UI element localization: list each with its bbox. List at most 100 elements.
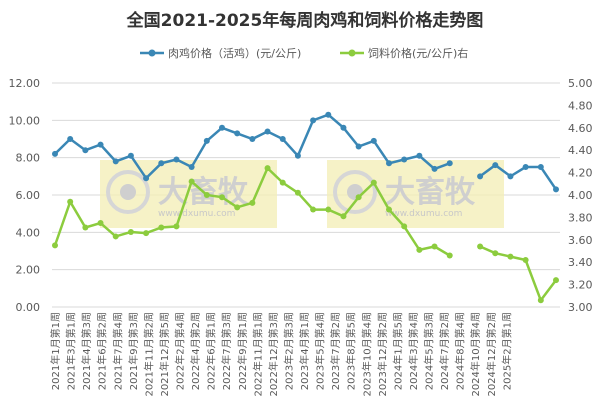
x-tick-label: 2024年3月第4周 [407, 312, 420, 390]
x-tick-label: 2022年9月第1周 [236, 312, 249, 390]
y-right-tick-label: 4.00 [568, 189, 593, 202]
data-point [112, 233, 119, 240]
x-tick-label: 2022年12月第3周 [267, 312, 280, 397]
data-point [416, 152, 423, 159]
y-right-tick-label: 3.60 [568, 234, 593, 247]
data-point [537, 164, 544, 170]
data-point [355, 143, 362, 150]
x-tick-label: 2021年3月第1周 [65, 312, 78, 390]
x-tick-label: 2024年10月第4周 [469, 312, 482, 397]
data-point [173, 156, 180, 163]
data-point [97, 141, 104, 148]
data-point [446, 252, 453, 259]
x-tick-label: 2024年7月第2周 [438, 312, 451, 390]
x-tick-label: 2021年7月第4周 [111, 312, 124, 390]
data-point [431, 243, 438, 250]
data-point [249, 199, 256, 206]
svg-text:www.dxumu.com: www.dxumu.com [385, 209, 462, 219]
y-right-tick-label: 3.80 [568, 211, 593, 224]
x-axis: 2021年1月第1周 2021年3月第1周 2021年4月第3周 2021年6月第2周… [49, 312, 513, 397]
y-left-tick-label: 10.00 [9, 114, 41, 127]
data-point [340, 124, 347, 131]
data-point [355, 194, 362, 201]
y-axis-right: 3.00 3.20 3.40 3.60 3.80 4.00 4.20 4.40 4.60 4.80… [568, 77, 593, 314]
data-point [67, 198, 74, 205]
data-point [325, 111, 332, 118]
legend-item: 肉鸡价格（活鸡）(元/公斤) [140, 46, 301, 60]
x-tick-label: 2023年8月第5周 [345, 312, 358, 390]
x-tick-label: 2021年6月第2周 [96, 312, 109, 390]
data-point [188, 164, 195, 170]
x-tick-label: 2021年4月第3周 [80, 312, 93, 390]
data-point [340, 213, 347, 220]
data-point [416, 246, 423, 253]
data-point [446, 160, 453, 167]
x-tick-label: 2021年1月第1周 [49, 312, 62, 390]
y-right-tick-label: 4.20 [568, 167, 593, 180]
data-point [203, 192, 210, 198]
series-feed-price [52, 165, 559, 304]
data-point [234, 204, 241, 211]
data-point [492, 250, 499, 257]
x-tick-label: 2021年11月第2周 [142, 312, 155, 397]
x-tick-label: 2023年2月第3周 [282, 312, 295, 390]
data-point [401, 156, 408, 163]
x-tick-label: 2021年12月第5周 [158, 312, 171, 397]
y-left-tick-label: 6.00 [16, 189, 41, 202]
data-point [553, 277, 559, 284]
data-point [82, 147, 89, 154]
data-point [431, 165, 438, 172]
x-tick-label: 2025年2月第1周 [500, 312, 513, 390]
data-point [507, 253, 514, 260]
y-right-tick-label: 3.40 [568, 256, 593, 269]
data-point [477, 243, 484, 250]
x-tick-label: 2024年8月第4周 [454, 312, 467, 390]
svg-text:www.dxumu.com: www.dxumu.com [158, 209, 235, 219]
data-point [219, 124, 225, 131]
data-point [82, 224, 89, 231]
data-point [370, 179, 377, 186]
data-point [188, 178, 195, 185]
data-point [158, 160, 165, 167]
data-point [219, 194, 225, 201]
data-point [264, 128, 271, 135]
y-left-tick-label: 4.00 [16, 226, 41, 239]
y-left-tick-label: 0.00 [16, 301, 41, 314]
data-point [325, 206, 332, 213]
series-broiler-price [52, 111, 559, 193]
data-point [294, 189, 301, 196]
data-point [401, 223, 408, 230]
x-tick-label: 2022年4月第2周 [189, 312, 202, 390]
data-point [67, 136, 74, 142]
data-point [386, 206, 392, 213]
y-right-tick-label: 4.60 [568, 122, 593, 135]
data-point [386, 160, 392, 167]
y-axis-left: 0.00 2.00 4.00 6.00 8.00 10.00 12.00 [9, 77, 41, 314]
data-point [537, 297, 544, 304]
series [52, 111, 559, 304]
data-point [507, 173, 514, 180]
y-right-tick-label: 3.20 [568, 279, 593, 292]
x-tick-label: 2021年9月第3周 [127, 312, 140, 390]
data-point [112, 158, 119, 165]
data-point [279, 179, 286, 186]
data-point [234, 130, 241, 137]
data-point [143, 230, 150, 237]
y-right-tick-label: 5.00 [568, 77, 593, 90]
legend-label: 饲料价格(元/公斤)右 [368, 46, 468, 60]
data-point [127, 228, 134, 235]
data-point [52, 150, 58, 157]
data-point [522, 164, 529, 170]
svg-text:大畜牧: 大畜牧 [385, 175, 476, 210]
data-point [477, 173, 484, 180]
data-point [52, 242, 58, 249]
x-tick-label: 2024年5月第3周 [423, 312, 436, 390]
x-tick-label: 2022年2月第4周 [174, 312, 187, 390]
data-point [294, 152, 301, 159]
data-point [522, 256, 529, 263]
data-point [143, 175, 150, 182]
x-tick-label: 2022年7月第3周 [220, 312, 233, 390]
x-tick-label: 2022年6月第1周 [205, 312, 218, 390]
